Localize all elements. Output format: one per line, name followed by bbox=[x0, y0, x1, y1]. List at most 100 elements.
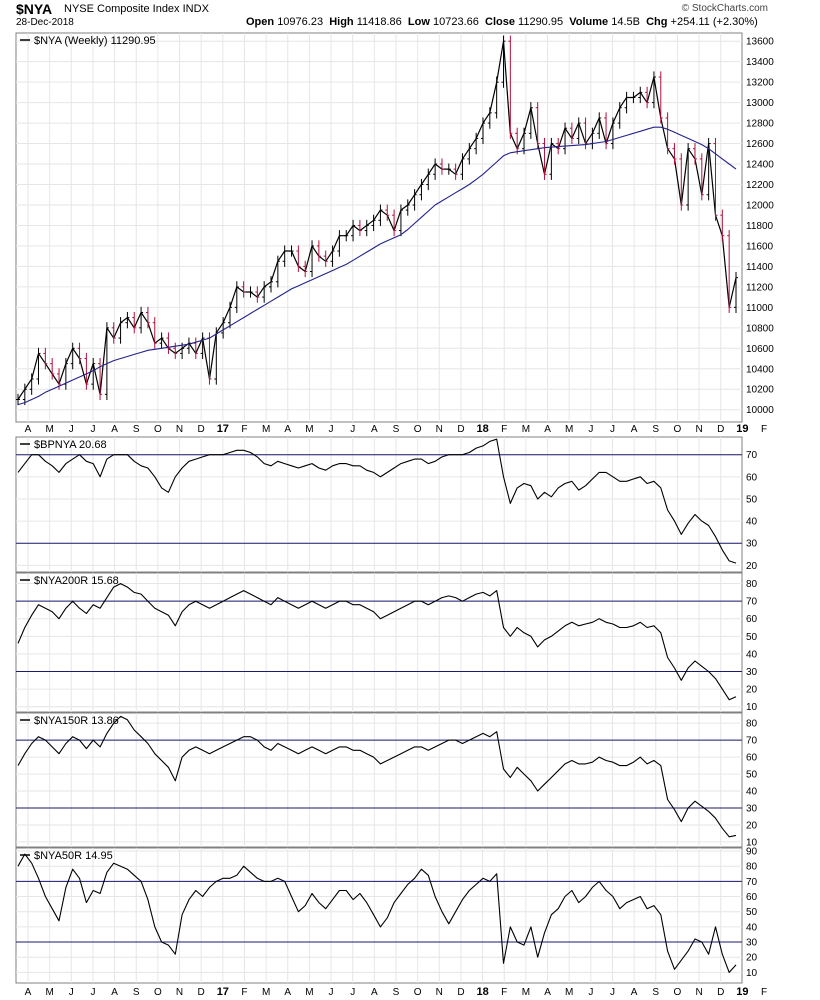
series-line-nya50r bbox=[17, 853, 737, 973]
x-tick-label: M bbox=[522, 987, 530, 998]
y-tick-label: 11000 bbox=[746, 303, 774, 314]
panel-frame bbox=[15, 712, 743, 848]
index-full-name: NYSE Composite Index bbox=[64, 3, 180, 15]
chg-label: Chg bbox=[646, 16, 668, 28]
y-tick-label: 10 bbox=[746, 702, 758, 713]
x-tick-label: D bbox=[198, 424, 205, 435]
x-tick-label: F bbox=[761, 424, 767, 435]
y-tick-label: 30 bbox=[746, 938, 758, 949]
panel-legend: $BPNYA 20.68 bbox=[34, 439, 107, 451]
panel-1: 10000 10200 10400 10600 10800 11000 11200 11400… bbox=[15, 32, 774, 423]
x-tick-label: A bbox=[284, 987, 291, 998]
x-tick-label: D bbox=[457, 424, 464, 435]
x-tick-label: J bbox=[69, 987, 74, 998]
y-tick-label: 10000 bbox=[746, 405, 774, 416]
y-tick-label: 50 bbox=[746, 907, 758, 918]
y-tick-label: 80 bbox=[746, 579, 758, 590]
x-tick-label: O bbox=[414, 987, 422, 998]
x-tick-label: 19 bbox=[736, 423, 748, 435]
y-tick-label: 11600 bbox=[746, 241, 774, 252]
high-label: High bbox=[329, 16, 354, 28]
y-tick-label: 30 bbox=[746, 667, 758, 678]
x-tick-label: S bbox=[393, 424, 400, 435]
x-tick-label: A bbox=[371, 987, 378, 998]
ohlc-readout: Open 10976.23 High 11418.86 Low 10723.66… bbox=[246, 16, 758, 28]
x-tick-label: J bbox=[350, 987, 355, 998]
x-tick-label: O bbox=[154, 424, 162, 435]
x-tick-label: S bbox=[652, 424, 659, 435]
close-value: 11290.95 bbox=[518, 16, 564, 28]
y-tick-label: 13600 bbox=[746, 37, 774, 48]
x-tick-label: 19 bbox=[736, 986, 748, 998]
y-tick-label: 12000 bbox=[746, 200, 774, 211]
copyright-text: © StockCharts.com bbox=[681, 3, 768, 14]
y-tick-label: 60 bbox=[746, 892, 758, 903]
chart-header: $NYA NYSE Composite Index INDX 28-Dec-20… bbox=[0, 0, 820, 32]
x-tick-label: J bbox=[610, 424, 615, 435]
open-value: 10976.23 bbox=[277, 16, 324, 28]
panel-legend: $NYA150R 13.86 bbox=[34, 715, 119, 727]
x-tick-label: A bbox=[371, 424, 378, 435]
x-tick-label: A bbox=[111, 424, 118, 435]
symbol: $NYA bbox=[16, 1, 53, 17]
x-tick-label: O bbox=[414, 424, 422, 435]
x-tick-label: F bbox=[241, 987, 247, 998]
x-tick-label: A bbox=[544, 987, 551, 998]
x-tick-label: M bbox=[305, 424, 313, 435]
x-tick-label: N bbox=[695, 424, 702, 435]
volume-label: Volume bbox=[569, 16, 609, 28]
panel-frame bbox=[15, 32, 743, 423]
x-tick-label: M bbox=[262, 987, 270, 998]
x-tick-label: J bbox=[329, 424, 334, 435]
x-tick-label: F bbox=[501, 987, 507, 998]
x-tick-label: A bbox=[544, 424, 551, 435]
x-tick-label: J bbox=[90, 424, 95, 435]
y-tick-label: 10400 bbox=[746, 364, 774, 375]
x-tick-label: N bbox=[695, 987, 702, 998]
x-tick-label: M bbox=[45, 987, 53, 998]
y-tick-label: 50 bbox=[746, 770, 758, 781]
x-tick-label: O bbox=[674, 987, 682, 998]
x-tick-label: D bbox=[717, 987, 724, 998]
panel-legend: $NYA50R 14.95 bbox=[34, 850, 113, 862]
high-value: 11418.86 bbox=[356, 16, 402, 28]
x-tick-label: J bbox=[69, 424, 74, 435]
x-tick-label: M bbox=[305, 987, 313, 998]
x-tick-label: 18 bbox=[476, 986, 488, 998]
y-tick-label: 10800 bbox=[746, 323, 774, 334]
x-tick-label: S bbox=[133, 987, 140, 998]
x-tick-label: J bbox=[90, 987, 95, 998]
y-tick-label: 13200 bbox=[746, 78, 774, 89]
x-tick-label: 17 bbox=[217, 423, 229, 435]
y-tick-label: 70 bbox=[746, 877, 758, 888]
x-tick-label: D bbox=[198, 987, 205, 998]
x-tick-label: N bbox=[176, 987, 183, 998]
y-tick-label: 20 bbox=[746, 685, 758, 696]
y-tick-label: 80 bbox=[746, 862, 758, 873]
x-tick-label: S bbox=[133, 424, 140, 435]
y-tick-label: 10200 bbox=[746, 385, 774, 396]
x-tick-label: M bbox=[565, 424, 573, 435]
y-tick-label: 10 bbox=[746, 837, 758, 848]
y-tick-label: 11800 bbox=[746, 221, 774, 232]
x-tick-label: D bbox=[457, 987, 464, 998]
x-tick-label: A bbox=[25, 987, 32, 998]
x-tick-label: J bbox=[588, 424, 593, 435]
x-tick-label: J bbox=[329, 987, 334, 998]
close-label: Close bbox=[485, 16, 515, 28]
x-tick-label: A bbox=[631, 987, 638, 998]
y-tick-label: 90 bbox=[746, 847, 758, 858]
y-tick-label: 11200 bbox=[746, 282, 774, 293]
y-tick-label: 10 bbox=[746, 968, 758, 979]
series-line-ma bbox=[17, 126, 737, 406]
y-tick-label: 70 bbox=[746, 450, 758, 461]
x-tick-label: J bbox=[588, 987, 593, 998]
panel-3: 10 20 30 40 50 60 70 80 $NYA200R 15.68 bbox=[15, 572, 758, 713]
exchange: INDX bbox=[182, 3, 209, 15]
x-tick-label: A bbox=[284, 424, 291, 435]
series-line-nya bbox=[17, 40, 737, 400]
y-tick-label: 20 bbox=[746, 561, 758, 572]
x-tick-label: A bbox=[631, 424, 638, 435]
x-tick-label: M bbox=[262, 424, 270, 435]
y-tick-label: 12400 bbox=[746, 160, 774, 171]
